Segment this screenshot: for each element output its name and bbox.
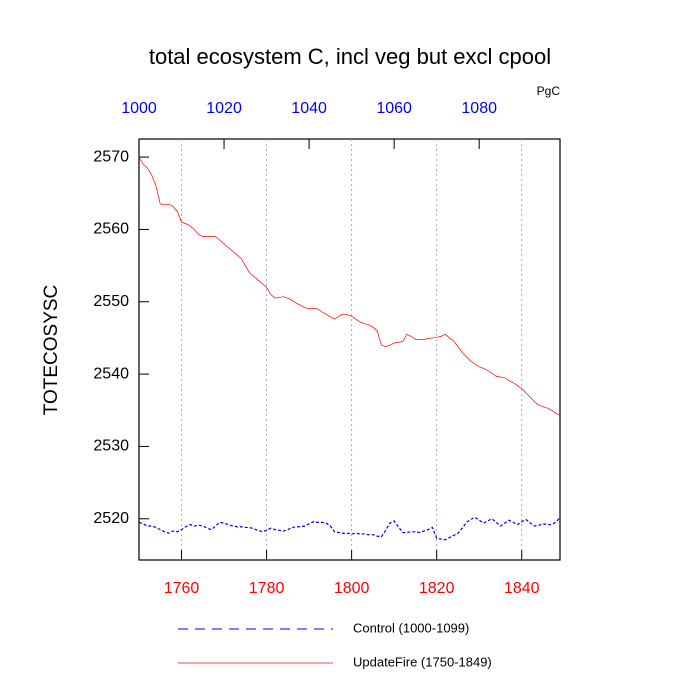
x2-tick-label: 1000 [121,100,157,117]
x2-tick-label: 1080 [461,100,497,117]
y-tick-label: 2560 [93,221,129,238]
chart-title: total ecosystem C, incl veg but excl cpo… [149,44,551,69]
y-tick-label: 2550 [93,293,129,310]
plot-frame [138,138,561,561]
y-tick-label: 2570 [93,148,129,165]
x2-tick-label: 1020 [206,100,242,117]
x2-tick-label: 1060 [376,100,412,117]
series-line [138,516,561,541]
x-tick-label: 1820 [419,580,455,597]
legend-label: Control (1000-1099) [353,620,469,635]
x-tick-label: 1840 [504,580,540,597]
x-tick-label: 1780 [249,580,285,597]
y-tick-label: 2530 [93,438,129,455]
x2-tick-label: 1040 [291,100,327,117]
x-tick-label: 1800 [334,580,370,597]
y-axis-label: TOTECOSYSC [41,285,62,416]
y-tick-label: 2540 [93,365,129,382]
y-tick-label: 2520 [93,510,129,527]
series-line [138,156,561,416]
x-tick-label: 1760 [164,580,200,597]
legend-label: UpdateFire (1750-1849) [353,654,492,669]
units-label: PgC [537,84,561,98]
